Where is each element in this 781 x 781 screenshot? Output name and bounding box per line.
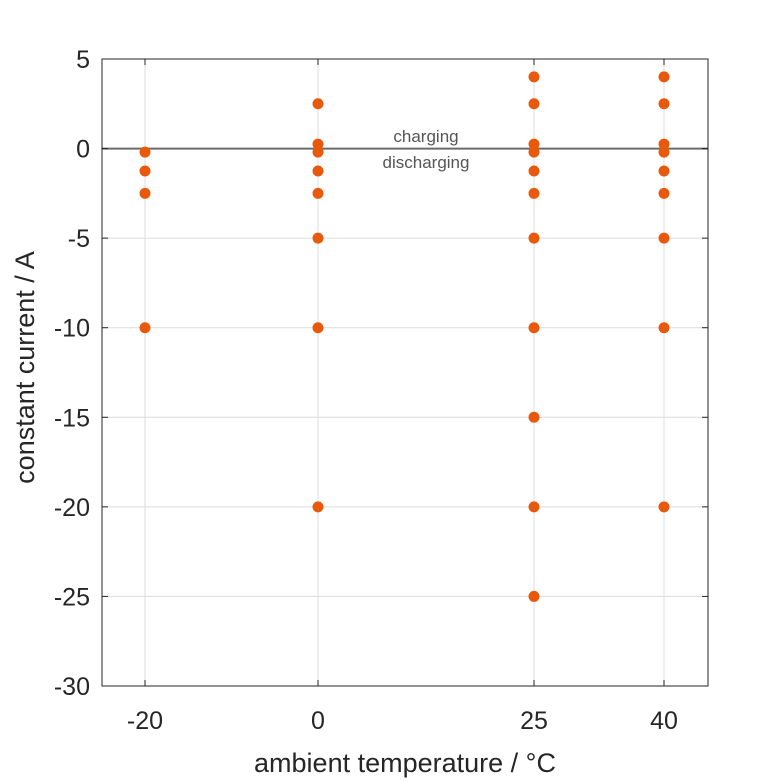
data-point — [658, 501, 670, 513]
data-point — [139, 322, 151, 334]
data-point — [658, 138, 670, 150]
data-point — [528, 71, 540, 83]
data-point — [312, 98, 324, 110]
data-points — [139, 71, 670, 602]
y-tick-label: -5 — [68, 225, 90, 253]
data-point — [312, 138, 324, 150]
data-point — [528, 98, 540, 110]
data-point — [312, 146, 324, 158]
data-point — [658, 98, 670, 110]
data-point — [658, 146, 670, 158]
x-axis-ticks: -20 0 25 40 — [127, 59, 678, 735]
y-tick-label: -25 — [54, 583, 90, 611]
data-point — [528, 232, 540, 244]
y-axis-ticks: 5 0 -5 -10 -15 -20 -25 -30 — [54, 46, 708, 701]
x-tick-label: 40 — [650, 707, 678, 735]
data-point — [139, 146, 151, 158]
data-point — [312, 187, 324, 199]
data-point — [312, 501, 324, 513]
data-point — [528, 501, 540, 513]
y-tick-label: -10 — [54, 315, 90, 343]
data-point — [658, 71, 670, 83]
y-axis-label: constant current / A — [10, 251, 40, 484]
data-point — [528, 165, 540, 177]
x-axis-label: ambient temperature / °C — [254, 748, 556, 778]
data-point — [528, 187, 540, 199]
x-tick-label: -20 — [127, 707, 163, 735]
y-tick-label: -30 — [54, 673, 90, 701]
annotation-charging: charging — [393, 127, 458, 146]
data-point — [658, 322, 670, 334]
data-point — [658, 187, 670, 199]
y-tick-label: 5 — [76, 46, 90, 74]
data-point — [139, 187, 151, 199]
y-tick-label: -20 — [54, 494, 90, 522]
plot-area-frame — [101, 58, 709, 687]
data-point — [312, 165, 324, 177]
data-point — [528, 138, 540, 150]
data-point — [658, 232, 670, 244]
data-point — [312, 232, 324, 244]
data-point — [139, 165, 151, 177]
annotation-discharging: discharging — [383, 153, 470, 172]
data-point — [528, 590, 540, 602]
data-point — [528, 322, 540, 334]
data-point — [312, 322, 324, 334]
data-point — [528, 411, 540, 423]
data-point — [658, 165, 670, 177]
y-tick-label: 0 — [76, 136, 90, 164]
y-tick-label: -15 — [54, 404, 90, 432]
data-point — [528, 146, 540, 158]
x-tick-label: 25 — [520, 707, 548, 735]
x-tick-label: 0 — [311, 707, 325, 735]
